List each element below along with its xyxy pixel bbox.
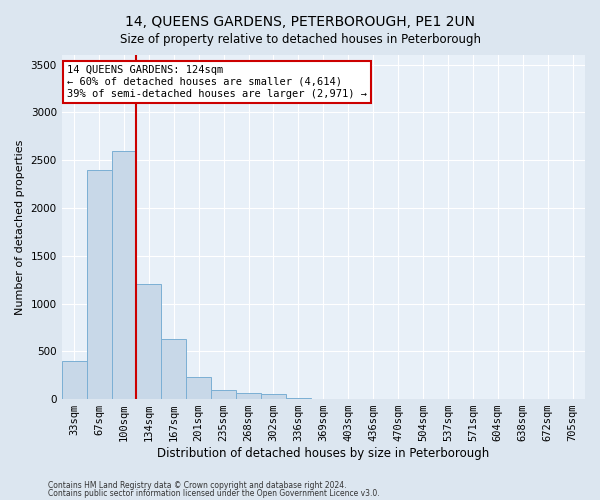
Text: Contains public sector information licensed under the Open Government Licence v3: Contains public sector information licen… — [48, 489, 380, 498]
Bar — [261, 394, 286, 399]
Bar — [161, 339, 186, 399]
Text: 14, QUEENS GARDENS, PETERBOROUGH, PE1 2UN: 14, QUEENS GARDENS, PETERBOROUGH, PE1 2U… — [125, 15, 475, 29]
Bar — [86, 170, 112, 399]
Bar — [112, 150, 136, 399]
Text: 14 QUEENS GARDENS: 124sqm
← 60% of detached houses are smaller (4,614)
39% of se: 14 QUEENS GARDENS: 124sqm ← 60% of detac… — [67, 66, 367, 98]
Bar — [236, 394, 261, 399]
Bar — [211, 390, 236, 399]
Bar — [136, 284, 161, 399]
Y-axis label: Number of detached properties: Number of detached properties — [15, 140, 25, 314]
Text: Contains HM Land Registry data © Crown copyright and database right 2024.: Contains HM Land Registry data © Crown c… — [48, 480, 347, 490]
Bar — [186, 377, 211, 399]
Bar — [62, 361, 86, 399]
Bar — [286, 398, 311, 399]
X-axis label: Distribution of detached houses by size in Peterborough: Distribution of detached houses by size … — [157, 447, 490, 460]
Text: Size of property relative to detached houses in Peterborough: Size of property relative to detached ho… — [119, 32, 481, 46]
